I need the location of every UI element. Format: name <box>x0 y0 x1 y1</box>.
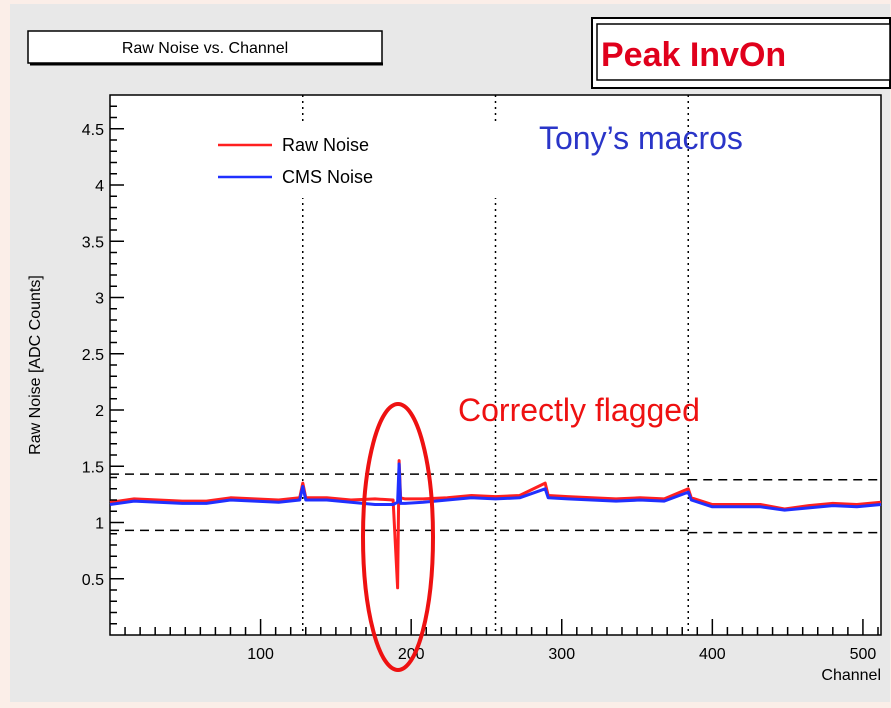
series-layer <box>109 459 882 590</box>
series-line-cms-noise <box>109 462 882 512</box>
x-tick-label: 100 <box>247 646 274 663</box>
y-tick-label: 1 <box>95 516 104 533</box>
y-tick-label: 3 <box>95 291 104 308</box>
x-tick-label: 300 <box>548 646 575 663</box>
flag-highlight-ellipse <box>361 402 435 672</box>
y-tick-label: 2.5 <box>82 347 104 364</box>
series-line-raw-noise <box>109 459 882 590</box>
legend <box>200 122 498 198</box>
y-tick-label: 0.5 <box>82 572 104 589</box>
y-tick-label: 1.5 <box>82 459 104 476</box>
y-tick-label: 4.5 <box>82 122 104 139</box>
flag-note: Correctly flagged <box>458 392 700 428</box>
macros-note: Tony’s macros <box>539 120 743 156</box>
legend-label-raw-noise: Raw Noise <box>282 135 369 155</box>
y-tick-label: 4 <box>95 178 104 195</box>
y-tick-label: 2 <box>95 403 104 420</box>
y-axis: 0.5 1 1.5 2 2.5 3 3.5 4 4.5 <box>82 105 124 625</box>
stamp-inner-box <box>596 23 891 81</box>
x-axis-title: Channel <box>821 667 881 684</box>
title-box <box>27 30 383 64</box>
x-tick-label: 400 <box>699 646 726 663</box>
y-tick-label: 3.5 <box>82 234 104 251</box>
x-tick-label: 500 <box>850 646 877 663</box>
y-axis-title: Raw Noise [ADC Counts] <box>27 275 44 455</box>
stamp-text: Peak InvOn <box>601 36 786 74</box>
x-axis: 100 200 300 400 500 <box>124 619 879 663</box>
chart-title: Raw Noise vs. Channel <box>122 40 288 57</box>
legend-label-cms-noise: CMS Noise <box>282 167 373 187</box>
